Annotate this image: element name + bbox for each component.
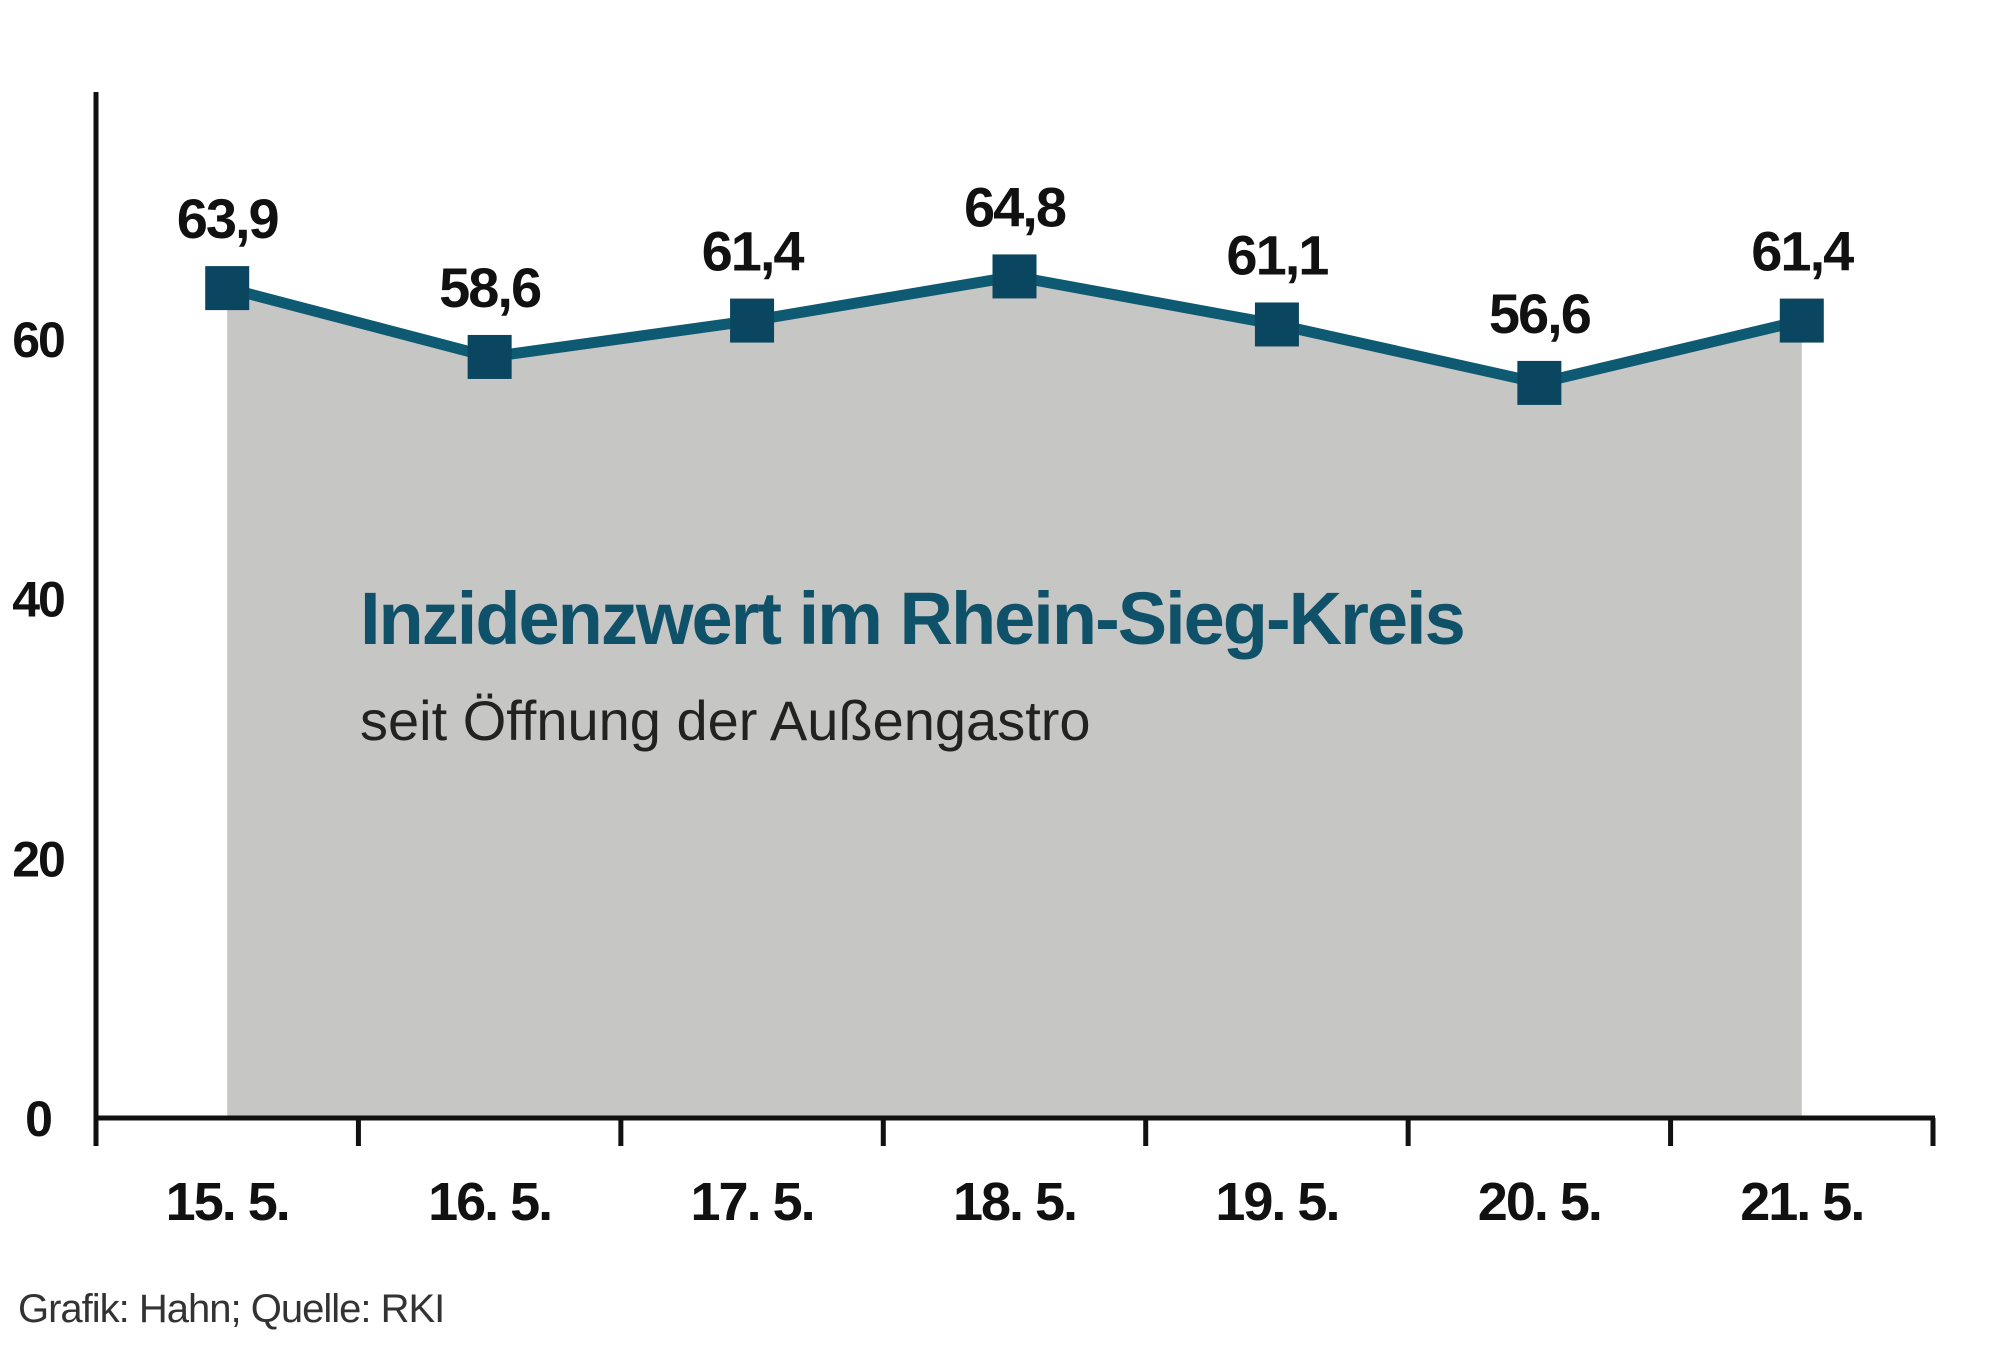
data-point-marker	[467, 334, 512, 379]
data-label: 63,9	[177, 187, 279, 250]
chart-subtitle: seit Öffnung der Außengastro	[360, 689, 1091, 752]
axes: 15. 5. 16. 5. 17. 5. 18. 5. 19. 5. 20. 5. 21. …	[12, 92, 1936, 1232]
data-label: 61,4	[1751, 220, 1854, 283]
chart-title: Inzidenzwert im Rhein-Sieg-Kreis	[360, 577, 1464, 660]
y-tick-label: 0	[25, 1091, 51, 1147]
x-tick-label: 19. 5.	[1215, 1172, 1338, 1232]
x-tick-label: 17. 5.	[691, 1172, 814, 1232]
series-line-layer: 63,9 58,6 61,4 64,8 61,1 56,6 61,4	[177, 175, 1856, 405]
data-label: 64,8	[964, 175, 1066, 238]
y-tick-label: 60	[12, 312, 64, 368]
x-tick-label: 21. 5.	[1740, 1172, 1863, 1232]
x-tick-label: 16. 5.	[428, 1172, 551, 1232]
data-label: 58,6	[439, 256, 541, 319]
data-label: 61,4	[702, 220, 805, 283]
data-label: 56,6	[1489, 282, 1591, 345]
data-point-marker	[205, 266, 250, 311]
data-point-marker	[1517, 360, 1562, 405]
data-point-marker	[730, 298, 775, 343]
area-fill	[227, 276, 1802, 1118]
data-point-marker	[1779, 298, 1824, 343]
data-point-marker	[1254, 302, 1299, 347]
y-tick-label: 20	[12, 831, 64, 887]
data-label: 61,1	[1226, 223, 1328, 286]
area-fill-layer	[227, 276, 1802, 1118]
x-tick-label: 18. 5.	[953, 1172, 1076, 1232]
y-tick-label: 40	[12, 572, 64, 628]
x-tick-label: 20. 5.	[1478, 1172, 1601, 1232]
data-point-marker	[992, 254, 1037, 299]
source-note: Grafik: Hahn; Quelle: RKI	[18, 1287, 444, 1331]
x-tick-label: 15. 5.	[166, 1172, 289, 1232]
